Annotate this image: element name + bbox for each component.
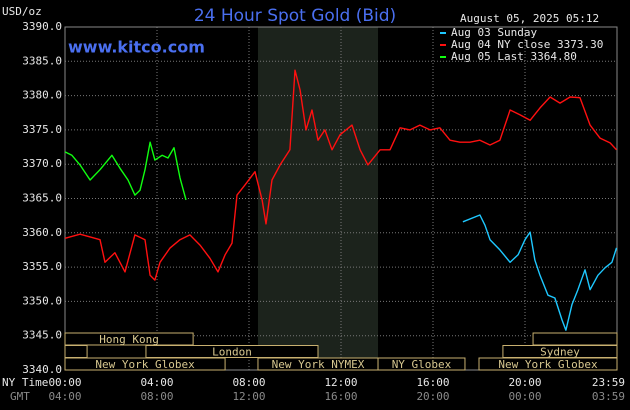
session-box <box>377 357 466 371</box>
chart-title: 24 Hour Spot Gold (Bid) <box>194 6 396 26</box>
x-tick-label: 12:00 <box>324 376 357 389</box>
session-box <box>64 357 226 371</box>
x2-tick-label: 16:00 <box>324 390 357 403</box>
x2-tick-label: 04:00 <box>48 390 81 403</box>
session-box <box>478 357 618 371</box>
y-tick-label: 3345.0 <box>22 329 62 342</box>
session-box <box>64 345 88 358</box>
x2-tick-label: 08:00 <box>140 390 173 403</box>
session-label: London <box>212 346 252 359</box>
x2-axis-label: GMT <box>10 390 30 403</box>
x2-tick-label: 12:00 <box>232 390 265 403</box>
x-tick-label: 08:00 <box>232 376 265 389</box>
y-tick-label: 3365.0 <box>22 192 62 205</box>
y-tick-label: 3375.0 <box>22 123 62 136</box>
y-tick-label: 3355.0 <box>22 260 62 273</box>
x-tick-label: 23:59 <box>592 376 625 389</box>
session-label: Hong Kong <box>99 333 159 346</box>
timestamp: August 05, 2025 05:12 <box>460 12 599 25</box>
session-label: NY Globex <box>392 358 452 371</box>
session-box <box>532 332 618 346</box>
y-tick-label: 3390.0 <box>22 20 62 33</box>
background-layer <box>64 26 618 371</box>
x-tick-label: 04:00 <box>140 376 173 389</box>
y-tick-label: 3370.0 <box>22 157 62 170</box>
x-axis-label: NY Time <box>2 376 48 389</box>
y-axis-label: USD/oz <box>2 5 42 18</box>
y-tick-label: 3350.0 <box>22 294 62 307</box>
session-label: New York Globex <box>95 358 195 371</box>
series-line <box>64 141 187 201</box>
y-tick-label: 3380.0 <box>22 89 62 102</box>
legend-entry: Aug 03 Sunday <box>451 26 537 39</box>
x-tick-label: 16:00 <box>416 376 449 389</box>
watermark: www.kitco.com <box>68 38 205 57</box>
session-label: New York NYMEX <box>272 358 365 371</box>
series-line <box>462 214 618 331</box>
y-tick-label: 3360.0 <box>22 226 62 239</box>
x2-tick-label: 20:00 <box>416 390 449 403</box>
session-label: Sydney <box>540 346 580 359</box>
x-tick-label: 20:00 <box>508 376 541 389</box>
x-tick-label: 00:00 <box>48 376 81 389</box>
session-label: New York Globex <box>498 358 598 371</box>
session-box <box>64 332 194 346</box>
series-line <box>64 69 618 281</box>
y-tick-label: 3340.0 <box>22 363 62 376</box>
legend-entry: Aug 04 NY close 3373.30 <box>451 38 603 51</box>
x2-tick-label: 00:00 <box>508 390 541 403</box>
y-tick-label: 3385.0 <box>22 54 62 67</box>
legend-entry: Aug 05 Last 3364.80 <box>451 50 577 63</box>
x2-tick-label: 03:59 <box>592 390 625 403</box>
session-box <box>145 345 319 358</box>
